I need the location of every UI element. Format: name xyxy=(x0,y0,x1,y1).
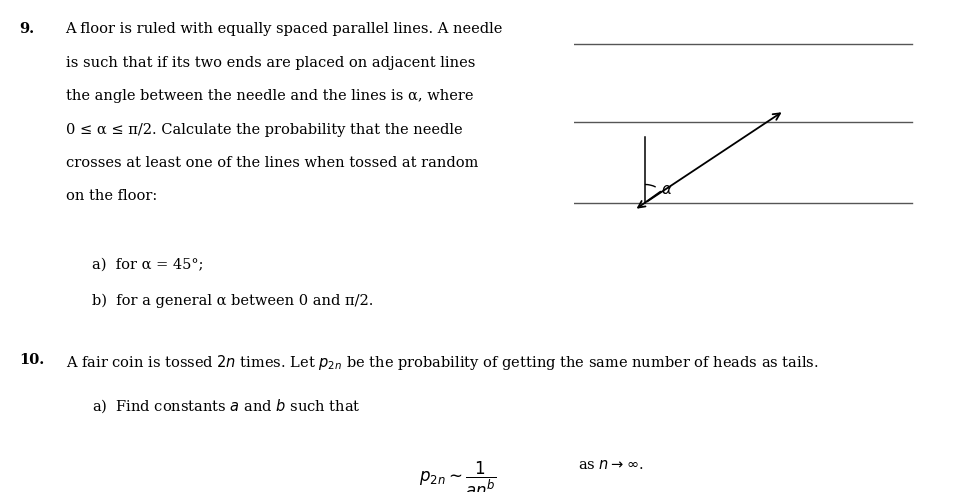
Text: A floor is ruled with equally spaced parallel lines. A needle: A floor is ruled with equally spaced par… xyxy=(66,22,503,36)
Text: 9.: 9. xyxy=(19,22,35,36)
Text: A fair coin is tossed $2n$ times. Let $p_{2n}$ be the probability of getting the: A fair coin is tossed $2n$ times. Let $p… xyxy=(66,353,818,372)
Text: as $n \to \infty$.: as $n \to \infty$. xyxy=(578,458,644,472)
Text: a)  Find constants $a$ and $b$ such that: a) Find constants $a$ and $b$ such that xyxy=(92,397,361,415)
Text: a)  for α = 45°;: a) for α = 45°; xyxy=(92,258,203,272)
Text: on the floor:: on the floor: xyxy=(66,189,157,203)
Text: 10.: 10. xyxy=(19,353,44,368)
Text: the angle between the needle and the lines is α, where: the angle between the needle and the lin… xyxy=(66,89,473,103)
Text: crosses at least one of the lines when tossed at random: crosses at least one of the lines when t… xyxy=(66,156,478,170)
Text: b)  for a general α between 0 and π/2.: b) for a general α between 0 and π/2. xyxy=(92,293,373,308)
Text: is such that if its two ends are placed on adjacent lines: is such that if its two ends are placed … xyxy=(66,56,475,69)
Text: $\alpha$: $\alpha$ xyxy=(661,183,673,197)
Text: $p_{2n} \sim \dfrac{1}{an^b}$: $p_{2n} \sim \dfrac{1}{an^b}$ xyxy=(419,461,497,492)
Text: 0 ≤ α ≤ π/2. Calculate the probability that the needle: 0 ≤ α ≤ π/2. Calculate the probability t… xyxy=(66,123,462,136)
